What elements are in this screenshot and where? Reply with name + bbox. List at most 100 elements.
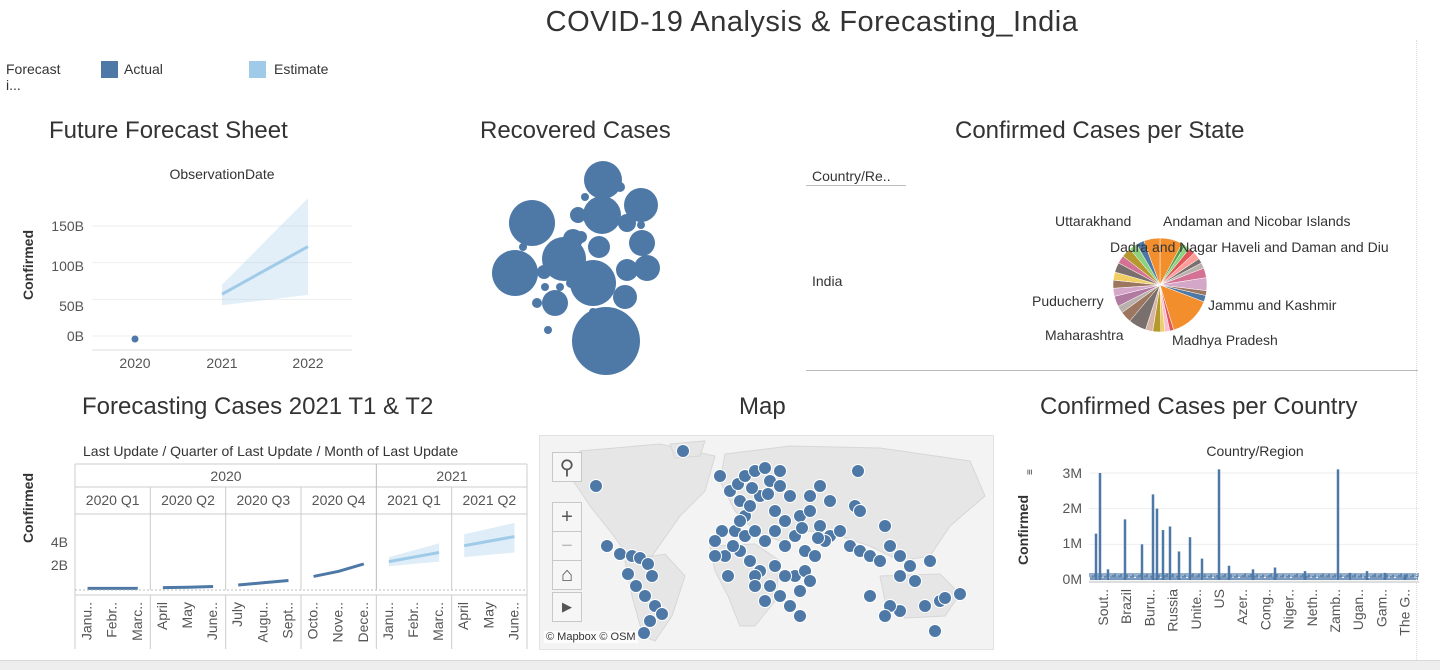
- country-xlabel: Sout..: [1095, 589, 1111, 626]
- map-point: [630, 580, 643, 593]
- state-column-header: Country/Re..: [812, 168, 891, 184]
- pie-label-andaman: Andaman and Nicobar Islands: [1163, 213, 1351, 229]
- map-point: [642, 558, 655, 571]
- recovered-bubble: [566, 278, 576, 288]
- map-point: [779, 515, 792, 528]
- map-zoom-out-button[interactable]: −: [552, 531, 582, 561]
- pie-label-uttarakhand: Uttarakhand: [1055, 213, 1131, 229]
- map-canvas[interactable]: ⚲ + − ⌂ ▶ © Mapbox © OSM: [539, 435, 994, 650]
- recovered-bubble: [589, 308, 597, 316]
- month-label: April: [154, 602, 170, 630]
- map-point: [809, 550, 822, 563]
- legend-actual-swatch[interactable]: [101, 61, 118, 78]
- country-xlabel: Buru..: [1141, 589, 1157, 626]
- map-search-button[interactable]: ⚲: [552, 452, 582, 482]
- world-map[interactable]: [540, 436, 993, 649]
- map-point: [824, 495, 837, 508]
- forecast-sheet-chart[interactable]: ObservationDate Confirmed 150B 100B 50B …: [0, 160, 360, 375]
- month-label: May: [480, 602, 496, 628]
- map-point: [744, 555, 757, 568]
- month-label: May: [179, 602, 195, 628]
- map-point: [590, 480, 603, 493]
- map-title: Map: [739, 393, 786, 421]
- dashboard-title: COVID-19 Analysis & Forecasting_India: [0, 6, 1440, 39]
- country-xlabel: Gam..: [1373, 589, 1389, 627]
- month-label: Marc..: [430, 602, 446, 641]
- country-xlabel: US: [1211, 589, 1227, 608]
- country-xlabel: Russia: [1165, 589, 1181, 632]
- country-xlabel: Ugan..: [1350, 589, 1366, 630]
- map-point: [794, 585, 807, 598]
- forecast-sheet-ytick: 50B: [59, 298, 84, 314]
- map-point: [884, 540, 897, 553]
- map-point: [894, 570, 907, 583]
- month-label: Janu..: [380, 602, 396, 640]
- country-ylabel: Confirmed: [1015, 495, 1031, 565]
- map-point: [879, 610, 892, 623]
- map-point: [779, 540, 792, 553]
- country-xlabel: Niger..: [1281, 589, 1297, 629]
- map-home-button[interactable]: ⌂: [552, 560, 582, 590]
- recovered-bubble: [618, 214, 636, 232]
- recovered-title: Recovered Cases: [480, 117, 671, 145]
- map-point: [639, 590, 652, 603]
- map-point: [804, 505, 817, 518]
- recovered-bubble: [544, 326, 552, 334]
- month-label: Sept..: [279, 602, 295, 639]
- home-icon: ⌂: [561, 564, 573, 587]
- map-point: [796, 522, 809, 535]
- month-label: June..: [505, 602, 521, 640]
- legend-estimate-swatch[interactable]: [249, 61, 266, 78]
- state-pie-chart[interactable]: Uttarakhand Andaman and Nicobar Islands …: [1020, 200, 1435, 360]
- recovered-bubble: [541, 283, 549, 291]
- recovered-bubble: [572, 307, 640, 375]
- legend-estimate-label[interactable]: Estimate: [274, 61, 328, 77]
- country-bar-chart[interactable]: Country/Region Confirmed ≡ 3M 2M 1M 0M S…: [1005, 437, 1430, 652]
- month-label: Nove..: [330, 602, 346, 642]
- map-point: [779, 570, 792, 583]
- forecast-sheet-title: Future Forecast Sheet: [49, 117, 288, 145]
- map-point: [762, 488, 775, 501]
- country-title: Confirmed Cases per Country: [1040, 393, 1357, 421]
- year-2021: 2021: [436, 468, 467, 484]
- country-xlabel: Neth..: [1304, 589, 1320, 626]
- forecast-sheet-ytick: 100B: [51, 258, 84, 274]
- map-point: [638, 627, 651, 640]
- recovered-bubble: [629, 230, 655, 256]
- quarter-label: 2021 Q2: [462, 492, 516, 508]
- map-play-button[interactable]: ▶: [552, 592, 582, 622]
- map-point: [954, 588, 967, 601]
- map-point: [769, 560, 782, 573]
- map-point: [909, 575, 922, 588]
- map-point: [852, 465, 865, 478]
- forecast-sheet-xtick: 2020: [119, 355, 150, 371]
- month-label: April: [455, 602, 471, 630]
- legend-actual-label[interactable]: Actual: [124, 61, 163, 77]
- map-attribution[interactable]: © Mapbox © OSM: [544, 631, 638, 643]
- map-point: [939, 592, 952, 605]
- country-xlabel: The G..: [1397, 589, 1413, 636]
- recovered-bubble: [588, 236, 610, 258]
- month-label: Janu..: [79, 602, 95, 640]
- country-xlabel: Zamb..: [1327, 589, 1343, 633]
- sort-icon[interactable]: ≡: [1025, 469, 1036, 475]
- forecast-2021-title: Forecasting Cases 2021 T1 & T2: [82, 393, 433, 421]
- recovered-bubble: [637, 221, 645, 229]
- map-point: [804, 490, 817, 503]
- map-point: [759, 595, 772, 608]
- map-point: [834, 525, 847, 538]
- map-point: [814, 480, 827, 493]
- country-ytick: 0M: [1063, 571, 1082, 587]
- map-point: [784, 600, 797, 613]
- map-zoom-in-button[interactable]: +: [552, 502, 582, 532]
- recovered-bubble: [570, 207, 586, 223]
- pie-label-puducherry: Puducherry: [1032, 293, 1104, 309]
- map-point: [614, 548, 627, 561]
- actual-point: [132, 336, 139, 343]
- map-point: [714, 470, 727, 483]
- map-point: [749, 525, 762, 538]
- forecast-2021-chart[interactable]: Last Update / Quarter of Last Update / M…: [0, 437, 535, 652]
- map-point: [656, 608, 669, 621]
- recovered-bubble-chart[interactable]: [485, 155, 675, 375]
- map-point: [874, 555, 887, 568]
